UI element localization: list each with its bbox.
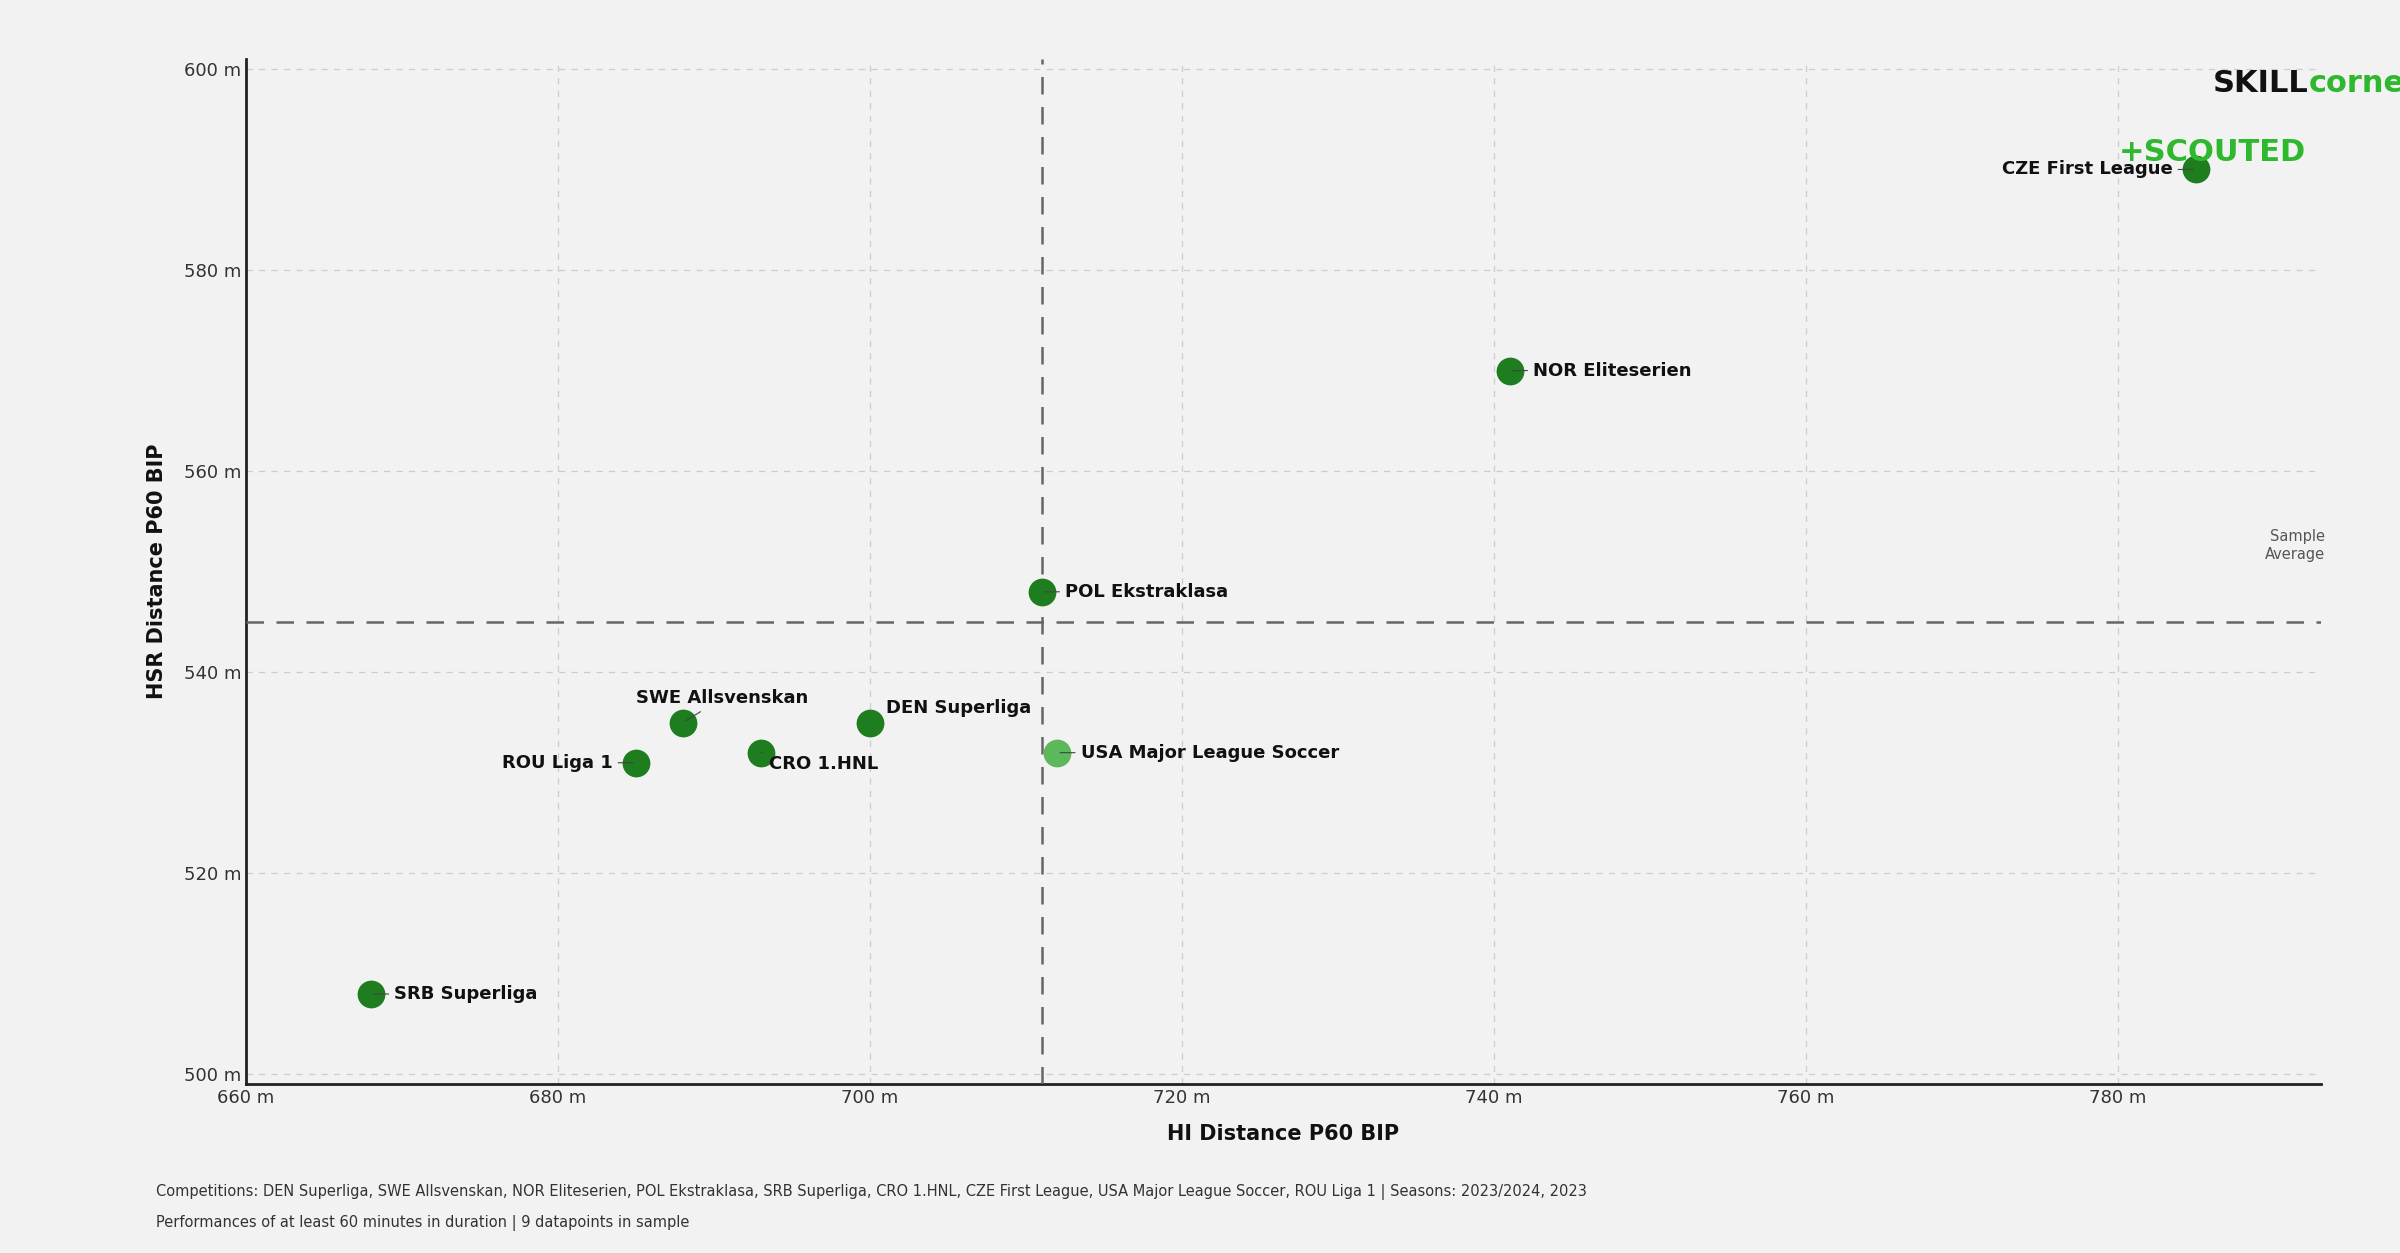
Point	[617, 753, 655, 773]
Point	[1022, 581, 1061, 601]
Text: POL Ekstraklasa: POL Ekstraklasa	[1044, 583, 1229, 600]
Point	[742, 743, 780, 763]
Text: USA Major League Soccer: USA Major League Soccer	[1061, 744, 1339, 762]
Text: +SCOUTED: +SCOUTED	[2119, 138, 2306, 167]
Text: DEN Superliga: DEN Superliga	[886, 699, 1032, 718]
Text: SRB Superliga: SRB Superliga	[374, 985, 538, 1002]
Text: Sample
Average: Sample Average	[2266, 529, 2326, 561]
Text: Performances of at least 60 minutes in duration | 9 datapoints in sample: Performances of at least 60 minutes in d…	[156, 1215, 689, 1232]
Point	[1039, 743, 1078, 763]
Text: Competitions: DEN Superliga, SWE Allsvenskan, NOR Eliteserien, POL Ekstraklasa, : Competitions: DEN Superliga, SWE Allsven…	[156, 1184, 1586, 1200]
Text: CZE First League: CZE First League	[2002, 160, 2194, 178]
Y-axis label: HSR Distance P60 BIP: HSR Distance P60 BIP	[146, 444, 168, 699]
Point	[665, 713, 703, 733]
Text: NOR Eliteserien: NOR Eliteserien	[1512, 362, 1692, 380]
Text: CRO 1.HNL: CRO 1.HNL	[761, 753, 878, 773]
Text: ROU Liga 1: ROU Liga 1	[502, 754, 634, 772]
Text: SKILL: SKILL	[2213, 69, 2309, 98]
Text: corner: corner	[2309, 69, 2400, 98]
Point	[2177, 159, 2215, 179]
Point	[852, 713, 890, 733]
Text: SWE Allsvenskan: SWE Allsvenskan	[636, 689, 809, 720]
Point	[353, 984, 391, 1004]
X-axis label: HI Distance P60 BIP: HI Distance P60 BIP	[1166, 1124, 1399, 1144]
Point	[1490, 361, 1529, 381]
